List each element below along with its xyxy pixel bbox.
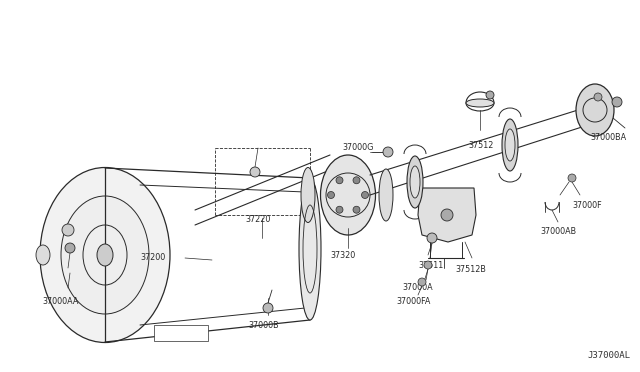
- Ellipse shape: [379, 169, 393, 221]
- Text: 37200: 37200: [140, 253, 165, 263]
- Text: 37000BA: 37000BA: [590, 134, 626, 142]
- Circle shape: [568, 174, 576, 182]
- FancyBboxPatch shape: [154, 325, 208, 341]
- Ellipse shape: [61, 196, 149, 314]
- Circle shape: [441, 209, 453, 221]
- Circle shape: [424, 261, 432, 269]
- Text: 37512B: 37512B: [455, 266, 486, 275]
- Circle shape: [62, 224, 74, 236]
- Ellipse shape: [410, 166, 420, 198]
- Circle shape: [418, 278, 426, 286]
- Ellipse shape: [505, 129, 515, 161]
- Text: 37511: 37511: [418, 260, 444, 269]
- Circle shape: [612, 97, 622, 107]
- Circle shape: [383, 147, 393, 157]
- Circle shape: [486, 91, 494, 99]
- Circle shape: [353, 177, 360, 184]
- Ellipse shape: [407, 156, 423, 208]
- Text: 37512: 37512: [468, 141, 493, 150]
- Circle shape: [336, 177, 343, 184]
- Circle shape: [353, 206, 360, 213]
- Text: 37000A: 37000A: [402, 283, 433, 292]
- Ellipse shape: [466, 99, 494, 107]
- Text: 37000F: 37000F: [572, 201, 602, 209]
- Ellipse shape: [321, 155, 376, 235]
- Circle shape: [427, 233, 437, 243]
- Circle shape: [328, 192, 335, 199]
- Ellipse shape: [299, 178, 321, 320]
- Text: SEC.310: SEC.310: [158, 335, 188, 341]
- Circle shape: [336, 206, 343, 213]
- Text: 37000AB: 37000AB: [540, 228, 576, 237]
- Circle shape: [250, 167, 260, 177]
- Polygon shape: [418, 188, 476, 242]
- Circle shape: [362, 192, 369, 199]
- Text: 37000B: 37000B: [248, 321, 278, 330]
- Text: 37220: 37220: [245, 215, 270, 224]
- Circle shape: [263, 303, 273, 313]
- Ellipse shape: [301, 167, 315, 222]
- Ellipse shape: [576, 84, 614, 136]
- Ellipse shape: [36, 245, 50, 265]
- Circle shape: [594, 93, 602, 101]
- Text: SEC.310: SEC.310: [158, 330, 188, 336]
- Text: J37000AL: J37000AL: [587, 351, 630, 360]
- Ellipse shape: [502, 119, 518, 171]
- Text: 37000FA: 37000FA: [396, 298, 430, 307]
- Circle shape: [65, 243, 75, 253]
- Text: 37320: 37320: [330, 250, 355, 260]
- Ellipse shape: [40, 167, 170, 343]
- Ellipse shape: [97, 244, 113, 266]
- Text: 37000AA: 37000AA: [42, 298, 78, 307]
- Text: 37000G: 37000G: [342, 144, 373, 153]
